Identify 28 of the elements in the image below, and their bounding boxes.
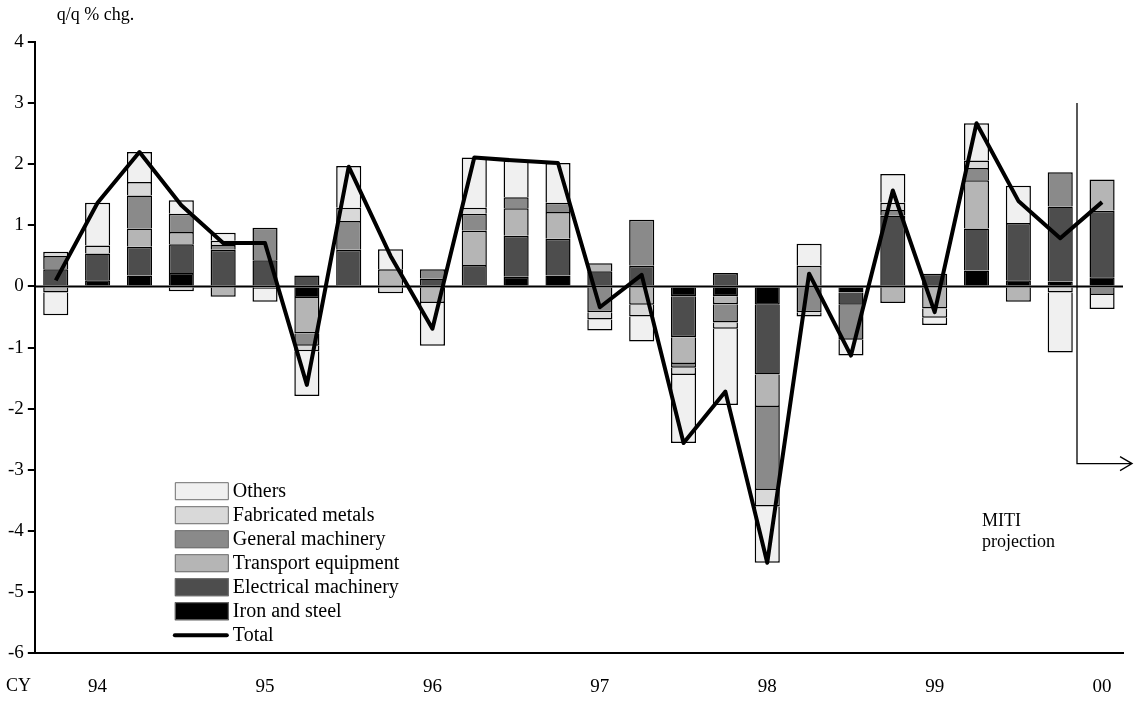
legend-label: Iron and steel	[232, 599, 343, 622]
x-tick-label: 96	[422, 674, 442, 696]
legend-label: Electrical machinery	[232, 575, 399, 599]
text: CY	[6, 675, 32, 697]
legend-label: General machinery	[232, 527, 386, 551]
y-tick-label: 1	[14, 213, 24, 235]
y-tick-label: -3	[8, 457, 24, 479]
legend-label: Fabricated metals	[232, 503, 375, 526]
legend-label: Total	[232, 623, 275, 646]
x-tick-label: 97	[590, 674, 610, 696]
y-tick-label: -6	[8, 641, 24, 663]
x-tick-label: 00	[1092, 674, 1112, 696]
x-tick-label: 95	[255, 674, 275, 696]
legend-label: Others	[232, 479, 287, 502]
x-tick-label: 94	[88, 674, 108, 696]
x-tick-label: 98	[757, 674, 777, 696]
annotation: MITI projection	[981, 509, 1056, 552]
y-axis-title: q/q % chg.	[56, 4, 135, 25]
legend-label: Transport equipment	[232, 551, 400, 575]
y-tick-label: -4	[8, 518, 25, 540]
y-tick-label: 4	[14, 29, 25, 51]
y-tick-label: 0	[14, 274, 24, 296]
y-tick-label: -5	[8, 580, 24, 602]
y-tick-label: -2	[8, 396, 24, 418]
y-tick-label: -1	[8, 335, 24, 357]
y-tick-label: 2	[14, 152, 24, 174]
x-tick-label: 99	[925, 674, 945, 696]
y-tick-label: 3	[14, 91, 24, 113]
